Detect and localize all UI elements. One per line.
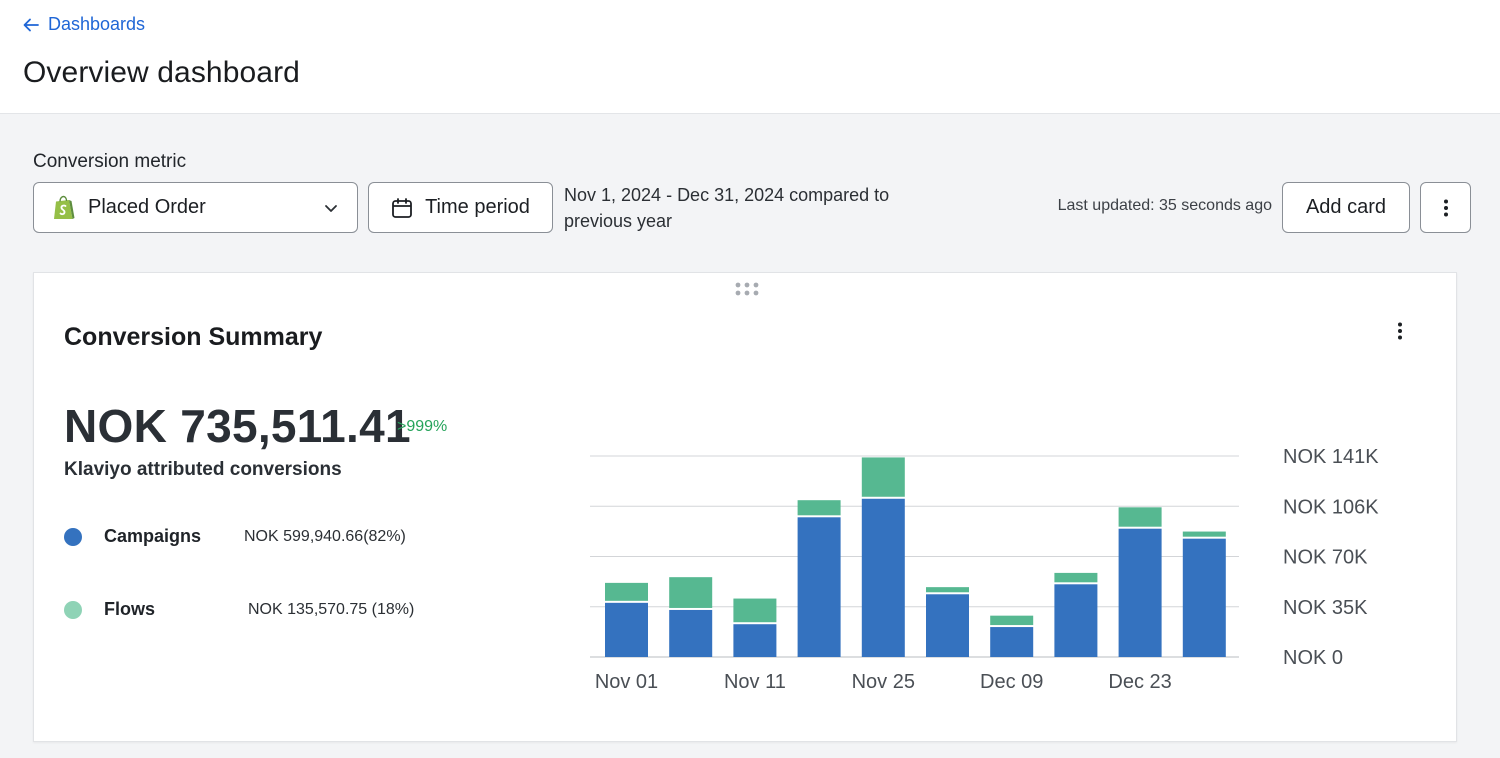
legend-name: Campaigns bbox=[104, 526, 202, 546]
bar-campaigns bbox=[990, 627, 1034, 657]
y-tick-label: NOK 141K bbox=[1283, 446, 1379, 468]
drag-handle-icon[interactable] bbox=[734, 281, 760, 297]
y-tick-label: NOK 70K bbox=[1283, 547, 1368, 569]
shopify-bag-icon bbox=[54, 195, 75, 219]
x-tick-label: Nov 11 bbox=[724, 671, 786, 693]
bar-campaigns bbox=[1182, 538, 1226, 657]
bar-campaigns bbox=[861, 498, 905, 657]
calendar-icon bbox=[392, 197, 412, 218]
bar-flows bbox=[926, 587, 969, 593]
x-tick-label: Dec 23 bbox=[1108, 671, 1171, 693]
legend-item-flows: Flows NOK 135,570.75 (18%) bbox=[64, 599, 414, 620]
change-badge: >999% bbox=[397, 418, 448, 435]
flows-dot-icon bbox=[64, 600, 82, 619]
conversion-metric-label: Conversion metric bbox=[33, 151, 187, 172]
time-period-button[interactable]: Time period bbox=[368, 182, 553, 233]
x-tick-label: Dec 09 bbox=[980, 671, 1043, 693]
bar-campaigns bbox=[605, 602, 648, 657]
bar-campaigns bbox=[733, 624, 777, 657]
card-title: Conversion Summary bbox=[64, 323, 323, 351]
bar-flows bbox=[1054, 572, 1098, 583]
more-vertical-icon bbox=[1443, 199, 1448, 216]
page-title: Overview dashboard bbox=[23, 56, 300, 89]
conversion-metric-select[interactable]: Placed Order bbox=[33, 182, 358, 233]
bar-campaigns bbox=[797, 517, 841, 657]
chevron-down-icon bbox=[325, 205, 337, 212]
y-tick-label: NOK 106K bbox=[1283, 496, 1379, 518]
conversion-bar-chart: NOK 0 NOK 35K NOK 70K NOK 106K NOK 141K Nov 0… bbox=[574, 443, 1434, 703]
x-tick-label: Nov 01 bbox=[595, 671, 658, 693]
legend-name: Flows bbox=[104, 599, 156, 619]
chart-svg: NOK 0 NOK 35K NOK 70K NOK 106K NOK 141K Nov 0… bbox=[590, 446, 1379, 693]
bar-flows bbox=[797, 500, 841, 516]
total-conversion-label: Klaviyo attributed conversions bbox=[64, 459, 342, 480]
bar-campaigns bbox=[1054, 584, 1098, 657]
x-tick-label: Nov 25 bbox=[852, 671, 915, 693]
total-conversion-value: NOK 735,511.41 bbox=[64, 400, 411, 452]
conversion-metric-value: Placed Order bbox=[88, 196, 206, 218]
legend-value: NOK 599,940.66(82%) bbox=[244, 527, 406, 545]
y-tick-label: NOK 35K bbox=[1283, 597, 1368, 619]
arrow-left-icon bbox=[23, 18, 39, 31]
time-period-label: Time period bbox=[425, 196, 530, 218]
page-header: Dashboards Overview dashboard bbox=[0, 0, 1500, 114]
bar-campaigns bbox=[926, 594, 969, 657]
bar-campaigns bbox=[1118, 528, 1162, 657]
legend-value: NOK 135,570.75 (18%) bbox=[248, 600, 415, 618]
conversion-summary-card: Conversion Summary NOK 735,511.41 >999% … bbox=[33, 272, 1457, 742]
bar-flows bbox=[861, 457, 905, 497]
y-tick-label: NOK 0 bbox=[1283, 647, 1343, 669]
back-to-dashboards-link[interactable]: Dashboards bbox=[22, 14, 145, 35]
legend-item-campaigns: Campaigns NOK 599,940.66(82%) bbox=[64, 526, 406, 547]
campaigns-dot-icon bbox=[64, 527, 82, 546]
bar-flows bbox=[990, 615, 1034, 626]
back-link-label: Dashboards bbox=[48, 14, 146, 34]
date-range-text: Nov 1, 2024 - Dec 31, 2024 compared to p… bbox=[564, 185, 890, 231]
bar-flows bbox=[1182, 531, 1226, 537]
card-more-button[interactable] bbox=[1386, 317, 1414, 345]
more-vertical-icon bbox=[1398, 322, 1402, 340]
bar-flows bbox=[733, 598, 777, 623]
bar-flows bbox=[669, 577, 713, 608]
add-card-button[interactable]: Add card bbox=[1282, 182, 1410, 233]
bar-flows bbox=[1118, 507, 1162, 527]
last-updated-text: Last updated: 35 seconds ago bbox=[1057, 197, 1272, 214]
bar-flows bbox=[605, 582, 648, 601]
dashboard-more-button[interactable] bbox=[1420, 182, 1471, 233]
bar-campaigns bbox=[669, 609, 713, 657]
